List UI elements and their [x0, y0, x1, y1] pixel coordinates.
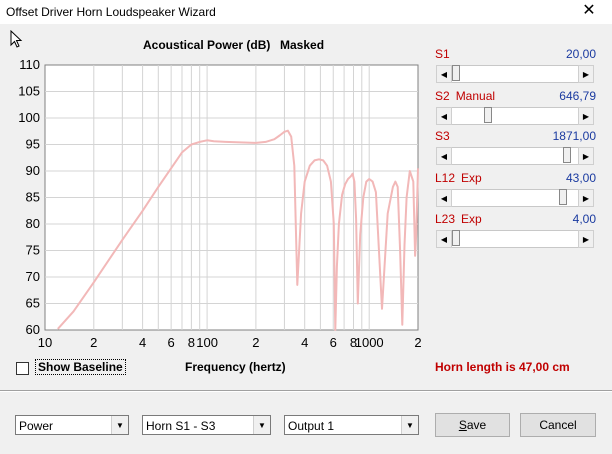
- param-value-l12: 43,00: [565, 171, 596, 185]
- param-label-l23: L23 Exp: [435, 212, 482, 226]
- arrow-right-icon[interactable]: ▶: [578, 65, 594, 83]
- param-mode: Exp: [461, 212, 482, 226]
- y-tick-label: 65: [26, 296, 40, 311]
- slider-s3[interactable]: ◀ ▶: [436, 147, 594, 165]
- x-tick-label: 100: [196, 335, 218, 350]
- save-accelerator: S: [458, 418, 467, 432]
- param-name: S3: [435, 129, 450, 143]
- arrow-left-icon[interactable]: ◀: [436, 189, 452, 207]
- y-tick-label: 85: [26, 190, 40, 205]
- x-tick-label: 1000: [355, 335, 384, 350]
- arrow-left-icon[interactable]: ◀: [436, 107, 452, 125]
- y-tick-label: 60: [26, 322, 40, 337]
- chevron-down-icon[interactable]: ▼: [111, 416, 128, 434]
- x-tick-label: 4: [139, 335, 146, 350]
- chart-subtitle: Masked: [280, 38, 325, 52]
- param-value-l23: 4,00: [572, 212, 596, 226]
- y-tick-label: 70: [26, 269, 40, 284]
- param-name: S2: [435, 89, 450, 103]
- x-tick-label: 2: [90, 335, 97, 350]
- slider-thumb[interactable]: [483, 107, 492, 123]
- output-select-value: Output 1: [288, 419, 335, 433]
- title-bar: Offset Driver Horn Loudspeaker Wizard ✕: [0, 0, 612, 24]
- x-tick-label: 10: [38, 335, 52, 350]
- slider-thumb[interactable]: [452, 65, 460, 81]
- slider-l23[interactable]: ◀ ▶: [436, 230, 594, 248]
- show-baseline-label[interactable]: Show Baseline: [35, 359, 126, 375]
- chevron-down-icon[interactable]: ▼: [401, 416, 418, 434]
- x-tick-label: 6: [330, 335, 337, 350]
- x-tick-label: 2: [414, 335, 421, 350]
- slider-thumb[interactable]: [452, 230, 460, 246]
- section-select-value: Horn S1 - S3: [146, 419, 216, 433]
- cancel-button[interactable]: Cancel: [520, 413, 596, 437]
- slider-track[interactable]: [452, 147, 578, 165]
- output-select[interactable]: Output 1 ▼: [284, 415, 419, 435]
- slider-l12[interactable]: ◀ ▶: [436, 189, 594, 207]
- close-icon[interactable]: ✕: [582, 2, 596, 19]
- arrow-right-icon[interactable]: ▶: [578, 147, 594, 165]
- x-axis-label: Frequency (hertz): [185, 360, 286, 374]
- mouse-pointer-icon: [10, 30, 23, 48]
- param-name: S1: [435, 47, 450, 61]
- show-baseline-checkbox[interactable]: [16, 362, 29, 375]
- x-tick-label: 2: [252, 335, 259, 350]
- arrow-left-icon[interactable]: ◀: [436, 65, 452, 83]
- arrow-left-icon[interactable]: ◀: [436, 230, 452, 248]
- window-title: Offset Driver Horn Loudspeaker Wizard: [6, 5, 216, 19]
- mode-select[interactable]: Power ▼: [15, 415, 129, 435]
- series-line: [57, 129, 419, 331]
- section-select[interactable]: Horn S1 - S3 ▼: [142, 415, 271, 435]
- save-button[interactable]: Save: [435, 413, 510, 437]
- chevron-down-icon[interactable]: ▼: [253, 416, 270, 434]
- horn-length-text: Horn length is 47,00 cm: [435, 360, 570, 374]
- x-tick-label: 8: [350, 335, 357, 350]
- param-label-s1: S1: [435, 47, 450, 61]
- arrow-right-icon[interactable]: ▶: [578, 189, 594, 207]
- x-tick-label: 6: [168, 335, 175, 350]
- y-tick-label: 95: [26, 137, 40, 152]
- arrow-right-icon[interactable]: ▶: [578, 230, 594, 248]
- param-value-s1: 20,00: [565, 47, 596, 61]
- slider-thumb[interactable]: [562, 147, 571, 163]
- slider-s1[interactable]: ◀ ▶: [436, 65, 594, 83]
- y-tick-label: 80: [26, 216, 40, 231]
- x-tick-label: 4: [301, 335, 308, 350]
- save-label: ave: [466, 418, 487, 432]
- slider-track[interactable]: [452, 230, 578, 248]
- chart-title: Acoustical Power (dB): [143, 38, 271, 52]
- slider-thumb[interactable]: [559, 189, 568, 205]
- mode-select-value: Power: [19, 419, 54, 433]
- divider: [0, 390, 612, 392]
- param-mode: Manual: [455, 89, 496, 103]
- arrow-right-icon[interactable]: ▶: [578, 107, 594, 125]
- y-tick-label: 110: [19, 57, 40, 72]
- slider-track[interactable]: [452, 107, 578, 125]
- x-tick-label: 8: [188, 335, 195, 350]
- param-name: L23: [435, 212, 456, 226]
- param-label-l12: L12 Exp: [435, 171, 482, 185]
- y-tick-label: 90: [26, 163, 40, 178]
- param-label-s2: S2 Manual: [435, 89, 495, 103]
- slider-track[interactable]: [452, 189, 578, 207]
- y-tick-label: 105: [18, 84, 40, 99]
- slider-track[interactable]: [452, 65, 578, 83]
- y-tick-label: 75: [26, 243, 40, 258]
- slider-s2[interactable]: ◀ ▶: [436, 107, 594, 125]
- param-name: L12: [435, 171, 456, 185]
- param-mode: Exp: [461, 171, 482, 185]
- param-label-s3: S3: [435, 129, 450, 143]
- param-value-s3: 1871,00: [552, 129, 596, 143]
- y-tick-label: 100: [18, 110, 40, 125]
- arrow-left-icon[interactable]: ◀: [436, 147, 452, 165]
- param-value-s2: 646,79: [559, 89, 596, 103]
